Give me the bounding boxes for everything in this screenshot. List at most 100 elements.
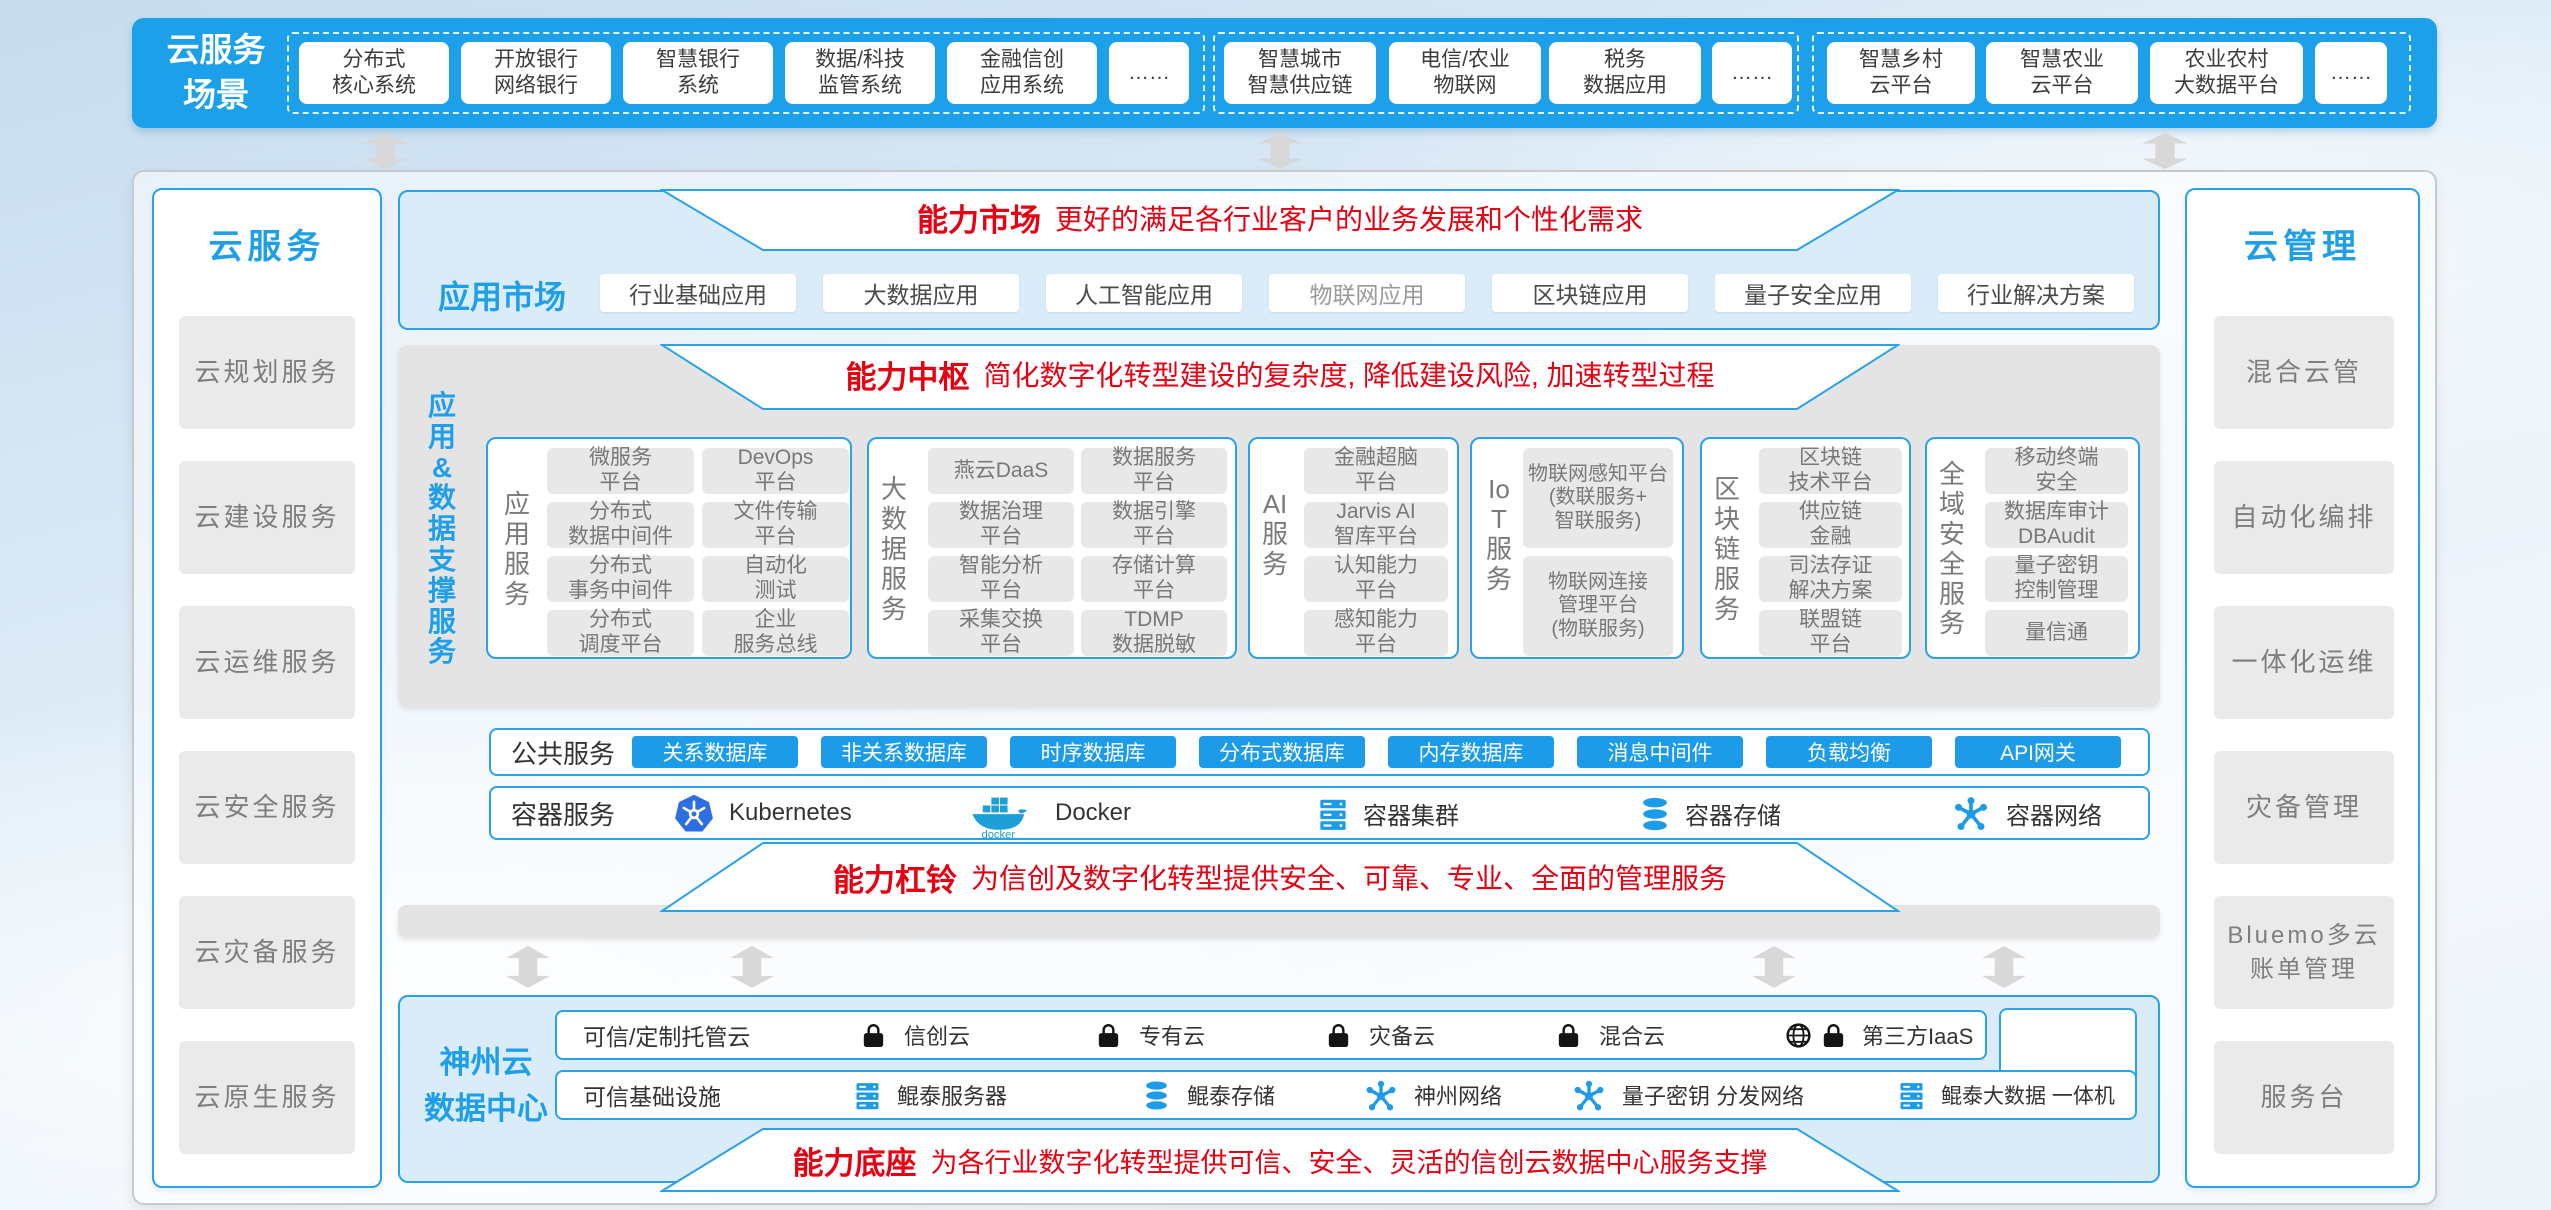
service-cell: 微服务 平台 — [547, 446, 694, 494]
service-cell: 供应链 金融 — [1759, 500, 1902, 548]
scene-banner-label: 云服务 场景 — [166, 31, 266, 113]
blockchain-services-panel: 区块链服务 区块链 技术平台 供应链 金融 司法存证 解决方案 联盟链 平台 — [1700, 437, 1911, 659]
scene-group-agriculture: 智慧乡村 云平台 智慧农业 云平台 农业农村 大数据平台 …… — [1812, 32, 2411, 114]
container-cluster-icon — [1320, 799, 1346, 830]
sidebar-item: 云规划服务 — [179, 316, 355, 429]
cloud-services-title: 云服务 — [208, 227, 326, 266]
lock-icon — [863, 1024, 884, 1047]
server-icon — [1900, 1083, 1923, 1110]
service-cell: 燕云DaaS — [928, 448, 1074, 494]
app-services-panel: 应用服务 微服务 平台 DevOps 平台 分布式 数据中间件 文件传输 平台 … — [486, 437, 852, 659]
sidebar-item: 灾备管理 — [2214, 751, 2394, 864]
infrastructure-item: 鲲泰大数据 一体机 — [1941, 1085, 2115, 1108]
public-service-pill: 负载均衡 — [1766, 736, 1932, 768]
container-storage-icon — [1643, 797, 1667, 831]
container-item-label: Kubernetes — [729, 799, 852, 826]
scene-item-more: …… — [2315, 42, 2387, 104]
cloud-services-sidebar: 云服务 云规划服务 云建设服务 云运维服务 云安全服务 云灾备服务 云原生服务 — [152, 188, 382, 1188]
service-cell: 联盟链 平台 — [1759, 608, 1902, 656]
datacenter-section: 神州云 数据中心 可信/定制托管云 信创云 专有云 灾备云 混合云 第三方Iaa… — [398, 995, 2160, 1183]
public-service-pill: 关系数据库 — [632, 736, 798, 768]
service-cell: 采集交换 平台 — [928, 608, 1074, 656]
service-cell: 移动终端 安全 — [1985, 446, 2128, 494]
sidebar-item: 云运维服务 — [179, 606, 355, 719]
hub-side-label: 应用&数据支撑服务 — [427, 390, 456, 668]
scene-item: 智慧城市 智慧供应链 — [1224, 42, 1376, 104]
capability-hub-banner: 能力中枢 简化数字化转型建设的复杂度, 降低建设风险, 加速转型过程 — [660, 344, 1900, 410]
service-cell: 物联网感知平台 (数联服务+ 智联服务) — [1523, 448, 1673, 548]
scene-item: 税务 数据应用 — [1549, 42, 1701, 104]
lock-icon — [1098, 1024, 1119, 1047]
infrastructure-row: 可信基础设施 鲲泰服务器 鲲泰存储 神州网络 量子密钥 分发网络 鲲泰大数据 一… — [555, 1070, 2137, 1120]
public-services-label: 公共服务 — [510, 738, 615, 769]
panel-label: 大数据服务 — [880, 474, 907, 624]
infrastructure-item: 鲲泰服务器 — [897, 1084, 1008, 1109]
docker-icon: docker — [972, 797, 1028, 840]
container-services-row: 容器服务 Kubernetes docker Docker 容器集群 容器存储 — [489, 786, 2150, 840]
banner-desc: 为信创及数字化转型提供安全、可靠、专业、全面的管理服务 — [970, 863, 1727, 894]
scene-item-more: …… — [1109, 42, 1189, 104]
security-services-panel: 全域安全服务 移动终端 安全 数据库审计 DBAudit 量子密钥 控制管理 量… — [1925, 437, 2140, 659]
capability-market-banner: 能力市场 更好的满足各行业客户的业务发展和个性化需求 — [660, 189, 1900, 251]
service-cell: 文件传输 平台 — [702, 500, 849, 548]
service-cell: 金融超脑 平台 — [1304, 446, 1448, 494]
scene-item: 金融信创 应用系统 — [947, 42, 1097, 104]
container-item-label: Docker — [1055, 799, 1132, 826]
scene-item: 开放银行 网络银行 — [461, 42, 611, 104]
capability-barbell-text: 能力杠铃 为信创及数字化转型提供安全、可靠、专业、全面的管理服务 — [660, 842, 1900, 912]
service-cell: 智能分析 平台 — [928, 554, 1074, 602]
panel-label: 区块链服务 — [1713, 474, 1740, 624]
app-market-pill: 区块链应用 — [1492, 274, 1688, 312]
app-market-pill: 人工智能应用 — [1046, 274, 1242, 312]
storage-icon — [1146, 1081, 1167, 1110]
scene-banner: 云服务 场景 分布式 核心系统 开放银行 网络银行 智慧银行 系统 数据/科技 … — [132, 18, 2437, 128]
infrastructure-item: 神州网络 — [1414, 1084, 1503, 1109]
server-icon — [856, 1083, 879, 1110]
cloud-management-title: 云管理 — [2244, 227, 2361, 266]
hosted-cloud-item: 专有云 — [1139, 1024, 1206, 1049]
docker-wordmark: docker — [981, 829, 1015, 840]
service-cell: 物联网连接 管理平台 (物联服务) — [1523, 556, 1673, 656]
lock-icon — [1328, 1024, 1349, 1047]
banner-title: 能力底座 — [792, 1145, 917, 1181]
infrastructure-item: 量子密钥 分发网络 — [1622, 1084, 1805, 1109]
scene-item: 智慧乡村 云平台 — [1827, 42, 1975, 104]
panel-label: IoT服务 — [1485, 474, 1512, 594]
banner-desc: 更好的满足各行业客户的业务发展和个性化需求 — [1054, 203, 1643, 235]
public-service-pill: 非关系数据库 — [821, 736, 987, 768]
lock-icon — [1823, 1024, 1844, 1047]
service-cell: 企业 服务总线 — [702, 608, 849, 656]
capability-hub-text: 能力中枢 简化数字化转型建设的复杂度, 降低建设风险, 加速转型过程 — [660, 344, 1900, 405]
public-service-pill: API网关 — [1955, 736, 2121, 768]
network-icon — [1574, 1080, 1604, 1111]
scene-group-finance: 分布式 核心系统 开放银行 网络银行 智慧银行 系统 数据/科技 监管系统 金融… — [287, 32, 1205, 114]
hosted-cloud-item: 信创云 — [904, 1024, 971, 1049]
infrastructure-item: 鲲泰存储 — [1187, 1084, 1276, 1109]
scene-group-city: 智慧城市 智慧供应链 电信/农业 物联网 税务 数据应用 …… — [1213, 32, 1799, 114]
container-item-label: 容器网络 — [2006, 802, 2102, 830]
service-cell: Jarvis AI 智库平台 — [1304, 500, 1448, 548]
service-cell: 数据引擎 平台 — [1081, 500, 1227, 548]
banner-desc: 为各行业数字化转型提供可信、安全、灵活的信创云数据中心服务支撑 — [930, 1147, 1768, 1178]
public-services-row: 公共服务 关系数据库 非关系数据库 时序数据库 分布式数据库 内存数据库 消息中… — [489, 728, 2150, 776]
banner-title: 能力市场 — [916, 203, 1041, 239]
service-cell: 量信通 — [1985, 610, 2128, 656]
panel-label: 应用服务 — [503, 489, 530, 609]
panel-label: AI服务 — [1261, 489, 1288, 579]
banner-title: 能力杠铃 — [832, 862, 957, 898]
public-service-pill: 时序数据库 — [1010, 736, 1176, 768]
service-cell: 存储计算 平台 — [1081, 554, 1227, 602]
bigdata-services-panel: 大数据服务 燕云DaaS 数据服务 平台 数据治理 平台 数据引擎 平台 智能分… — [867, 437, 1237, 659]
app-market-label: 应用市场 — [437, 279, 566, 315]
sidebar-item: 云原生服务 — [179, 1041, 355, 1154]
banner-title: 能力中枢 — [845, 359, 970, 395]
scene-item: 智慧银行 系统 — [623, 42, 773, 104]
service-cell: 量子密钥 控制管理 — [1985, 554, 2128, 602]
sidebar-item: 混合云管 — [2214, 316, 2394, 429]
app-market-pill: 行业解决方案 — [1938, 274, 2134, 312]
scene-item: 电信/农业 物联网 — [1389, 42, 1541, 104]
service-cell: 区块链 技术平台 — [1759, 446, 1902, 494]
app-market-pill: 大数据应用 — [823, 274, 1019, 312]
public-service-pill: 消息中间件 — [1577, 736, 1743, 768]
